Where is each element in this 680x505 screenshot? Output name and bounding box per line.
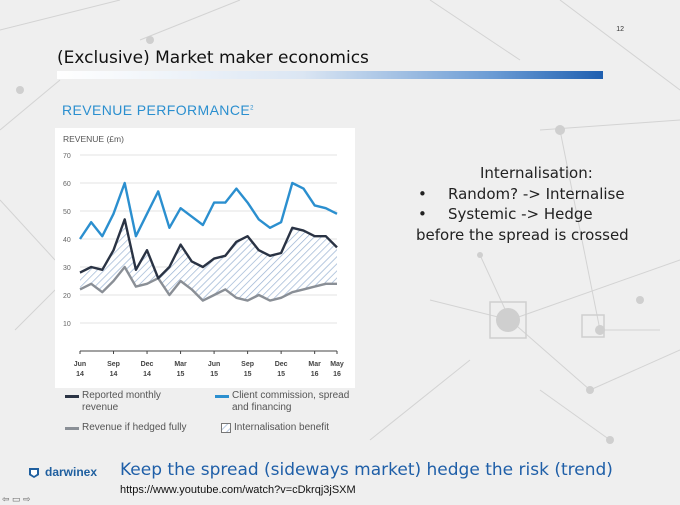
legend-label-client: Client commission, spread and financing bbox=[232, 390, 350, 413]
notes-bullet: • Systemic -> Hedge bbox=[418, 205, 593, 223]
y-tick-label: 40 bbox=[63, 237, 71, 244]
x-tick-label-month: Jun bbox=[74, 361, 86, 368]
x-tick-label-month: Dec bbox=[141, 361, 154, 368]
slide-nav-icons[interactable]: ⇦ ▭ ⇨ bbox=[2, 494, 31, 504]
x-tick-label-year: 16 bbox=[333, 371, 341, 378]
notes-tail: before the spread is crossed bbox=[416, 226, 629, 244]
y-axis-label: REVENUE (£m) bbox=[63, 134, 124, 144]
chart-title: REVENUE PERFORMANCE2 bbox=[62, 102, 254, 118]
title-underline-bar bbox=[57, 71, 603, 79]
x-tick-label-month: Mar bbox=[174, 361, 187, 368]
y-tick-label: 70 bbox=[63, 153, 71, 160]
legend-swatch-client bbox=[215, 395, 229, 398]
internalisation-area bbox=[80, 219, 337, 301]
y-tick-label: 50 bbox=[63, 209, 71, 216]
x-tick-label-month: May bbox=[330, 361, 344, 368]
hedged-revenue-line bbox=[79, 265, 337, 302]
client-commission-line bbox=[79, 181, 338, 240]
slide-title: (Exclusive) Market maker economics bbox=[57, 48, 369, 68]
legend-swatch-reported bbox=[65, 395, 79, 398]
x-tick-label-month: Dec bbox=[275, 361, 288, 368]
series-lines bbox=[79, 181, 338, 302]
y-tick-label: 30 bbox=[63, 265, 71, 272]
chart-title-text: REVENUE PERFORMANCE bbox=[62, 102, 251, 118]
darwinex-logo-icon bbox=[29, 468, 39, 478]
logo-text: darwinex bbox=[45, 465, 98, 479]
x-tick-label-year: 15 bbox=[177, 371, 185, 378]
legend-label-hedged: Revenue if hedged fully bbox=[82, 422, 187, 433]
legend-label-area: Internalisation benefit bbox=[234, 422, 330, 433]
x-tick-label-month: Sep bbox=[241, 361, 254, 368]
page-number: 12 bbox=[616, 26, 624, 33]
darwinex-logo: darwinex bbox=[28, 465, 97, 479]
slide-caption: Keep the spread (sideways market) hedge … bbox=[120, 460, 613, 480]
notes-heading: Internalisation: bbox=[480, 164, 593, 182]
source-url[interactable]: https://www.youtube.com/watch?v=cDkrqj3j… bbox=[120, 484, 356, 496]
legend-swatch-hedged bbox=[65, 427, 79, 430]
internalisation-benefit-area bbox=[80, 219, 337, 301]
chart-title-superscript: 2 bbox=[250, 105, 254, 112]
y-tick-label: 10 bbox=[63, 321, 71, 328]
x-tick-label-month: Jun bbox=[208, 361, 220, 368]
x-tick-label-year: 15 bbox=[277, 371, 285, 378]
revenue-chart: REVENUE (£m) 70 60 50 40 30 20 10 Jun 14 Sep 14 De… bbox=[55, 128, 355, 388]
x-tick-label-month: Sep bbox=[107, 361, 120, 368]
notes-bullet-text: Systemic -> Hedge bbox=[448, 205, 593, 223]
notes-bullet: • Random? -> Internalise bbox=[418, 185, 625, 203]
x-tick-label-year: 14 bbox=[110, 371, 118, 378]
y-tick-labels: 70 60 50 40 30 20 10 bbox=[63, 153, 71, 328]
y-tick-label: 60 bbox=[63, 181, 71, 188]
notes-bullet-text: Random? -> Internalise bbox=[448, 185, 625, 203]
x-tick-label-year: 14 bbox=[143, 371, 151, 378]
x-tick-label-month: Mar bbox=[308, 361, 321, 368]
x-tick-label-year: 15 bbox=[210, 371, 218, 378]
x-tick-label-year: 16 bbox=[311, 371, 319, 378]
x-tick-label-year: 14 bbox=[76, 371, 84, 378]
reported-revenue-line bbox=[79, 218, 338, 280]
legend-label-reported: Reported monthly revenue bbox=[82, 390, 161, 413]
y-tick-label: 20 bbox=[63, 293, 71, 300]
x-tick-label-year: 15 bbox=[244, 371, 252, 378]
legend-swatch-area bbox=[221, 423, 231, 433]
x-tick-labels: Jun 14 Sep 14 Dec 14 Mar 15 Jun 15 Sep 15 Dec 15 Mar 16… bbox=[74, 351, 344, 378]
